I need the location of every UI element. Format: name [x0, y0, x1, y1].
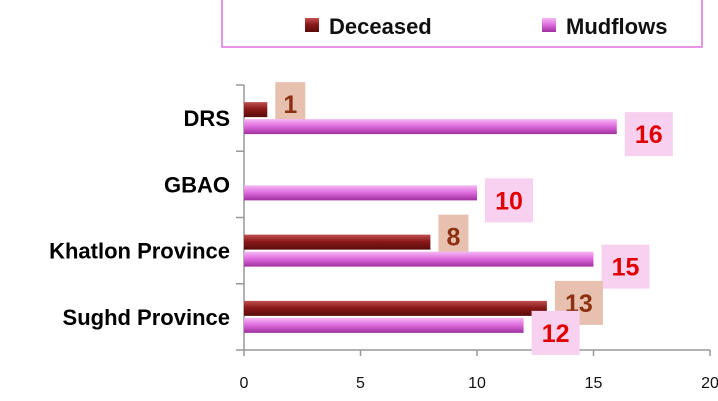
- data-label-bg-deceased: [275, 82, 306, 127]
- legend-label-deceased: Deceased: [329, 14, 432, 39]
- legend-label-mudflows: Mudflows: [566, 14, 667, 39]
- bar-mudflows: [244, 119, 617, 135]
- data-label-bg-mudflows: [485, 178, 533, 223]
- data-label-mudflows: 10: [495, 187, 523, 215]
- data-label-deceased: 8: [446, 224, 460, 252]
- bar-deceased: [244, 102, 268, 118]
- category-label: Sughd Province: [63, 305, 230, 330]
- bar-mudflows: [244, 251, 594, 267]
- data-label-bg-deceased: [438, 214, 469, 259]
- category-label: DRS: [184, 106, 230, 131]
- legend: Deceased Mudflows: [221, 0, 703, 48]
- bar-deceased: [244, 300, 547, 316]
- data-label-bg-mudflows: [601, 244, 650, 289]
- data-label-bg-mudflows: [624, 112, 673, 157]
- x-tick-label: 10: [468, 375, 486, 392]
- x-tick-label: 15: [585, 375, 603, 392]
- category-label: GBAO: [164, 172, 230, 197]
- data-label-mudflows: 12: [542, 320, 570, 348]
- x-tick-label: 0: [240, 375, 249, 392]
- data-label-deceased: 1: [283, 91, 297, 119]
- bar-mudflows: [244, 317, 524, 333]
- data-label-mudflows: 16: [635, 121, 663, 149]
- x-tick-label: 20: [701, 375, 718, 392]
- x-tick-label: 5: [356, 375, 365, 392]
- data-label-bg-mudflows: [531, 310, 580, 355]
- category-label: Khatlon Province: [49, 239, 230, 264]
- bar-deceased: [244, 234, 431, 250]
- legend-swatch-mudflows: [542, 18, 556, 32]
- legend-swatch-deceased: [305, 18, 319, 32]
- bar-mudflows: [244, 185, 477, 201]
- legend-box: [221, 0, 703, 48]
- data-label-mudflows: 15: [612, 254, 640, 282]
